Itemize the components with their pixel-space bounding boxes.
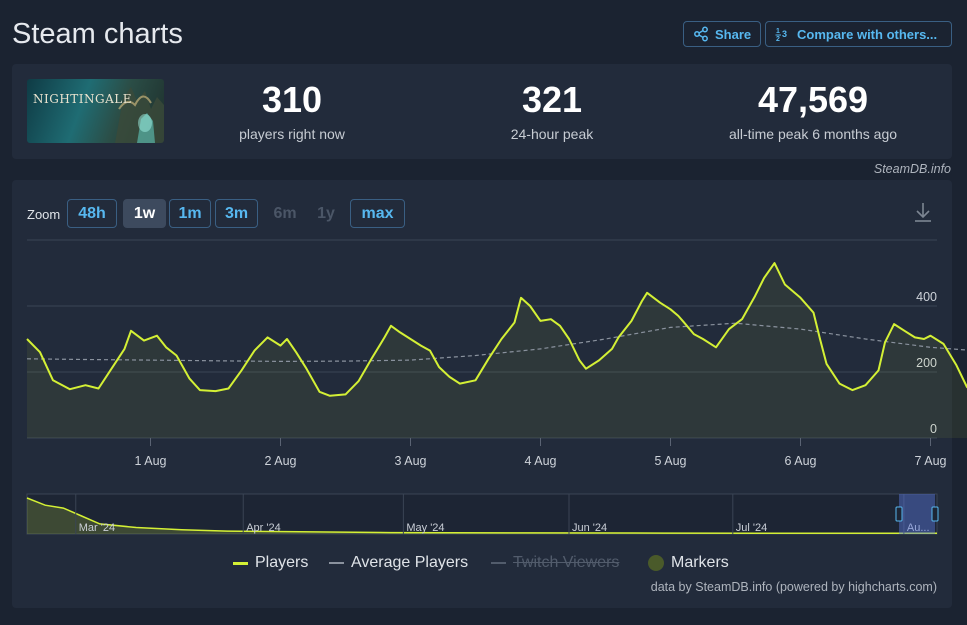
zoom-48h-button[interactable]: 48h — [67, 199, 117, 228]
y-tick-label: 0 — [930, 422, 937, 436]
stat-all-time-peak: 47,569 all-time peak 6 months ago — [707, 79, 919, 143]
compare-button[interactable]: 1 2 3 Compare with others... — [765, 21, 952, 47]
x-tick-label: 2 Aug — [265, 454, 297, 468]
navigator-selection — [899, 494, 935, 534]
stat-24h-peak: 321 24-hour peak — [477, 79, 627, 143]
average-swatch — [329, 562, 344, 564]
chart-panel — [12, 180, 952, 608]
navigator-month-label: Apr '24 — [246, 522, 281, 534]
legend-markers-label: Markers — [671, 554, 729, 571]
share-icon — [694, 26, 708, 42]
zoom-max-button[interactable]: max — [350, 199, 405, 228]
x-tick-label: 5 Aug — [655, 454, 687, 468]
share-button[interactable]: Share — [683, 21, 761, 47]
legend-average-label: Average Players — [351, 554, 469, 571]
twitch-swatch — [491, 562, 506, 564]
legend-markers[interactable]: Markers — [648, 553, 729, 573]
series-average-players — [26, 322, 967, 363]
navigator-month-label: Mar '24 — [79, 522, 115, 534]
zoom-1y-button: 1y — [317, 204, 335, 222]
steamdb-credit[interactable]: SteamDB.info — [873, 162, 951, 176]
zoom-1w-button[interactable]: 1w — [123, 199, 166, 228]
game-logo: NIGHTINGALE — [33, 92, 133, 106]
numbers-icon: 1 2 3 — [775, 28, 787, 42]
markers-swatch — [648, 555, 664, 571]
navigator-month-label: Jun '24 — [572, 522, 607, 534]
players-area — [27, 263, 967, 438]
legend-players[interactable]: Players — [233, 553, 308, 573]
stat-all-time-peak-label: all-time peak 6 months ago — [728, 126, 898, 142]
svg-text:3: 3 — [782, 29, 787, 39]
svg-text:1: 1 — [776, 28, 780, 35]
zoom-label: Zoom — [27, 207, 61, 222]
navigator-handle-left — [895, 506, 903, 522]
navigator-frame — [26, 493, 938, 535]
zoom-6m-button: 6m — [273, 204, 297, 222]
share-button-label: Share — [715, 26, 752, 42]
stat-current: 310 players right now — [217, 79, 367, 143]
stat-current-label: players right now — [239, 126, 345, 142]
stat-24h-peak-label: 24-hour peak — [510, 126, 594, 142]
series-players — [26, 262, 967, 397]
stat-all-time-peak-value: 47,569 — [757, 79, 869, 120]
download-icon[interactable] — [912, 201, 934, 223]
y-tick-label: 200 — [916, 356, 937, 370]
x-tick-label: 3 Aug — [395, 454, 427, 468]
page-title: Steam charts — [12, 18, 183, 50]
svg-text:2: 2 — [776, 36, 780, 42]
zoom-1m-button[interactable]: 1m — [169, 199, 211, 228]
navigator-month-label: May '24 — [406, 522, 444, 534]
stat-current-value: 310 — [261, 79, 323, 120]
game-capsule-image[interactable]: NIGHTINGALE — [27, 79, 164, 143]
navigator-line — [26, 497, 937, 535]
stats-panel: NIGHTINGALE 310 players right now 321 24… — [12, 64, 952, 159]
players-swatch — [233, 561, 248, 565]
zoom-3m-button[interactable]: 3m — [215, 199, 258, 228]
x-tick-label: 1 Aug — [135, 454, 167, 468]
compare-button-label: Compare with others... — [797, 26, 938, 42]
x-tick-label: 6 Aug — [785, 454, 817, 468]
legend-twitch-label: Twitch Viewers — [513, 554, 620, 571]
legend-average-players[interactable]: Average Players — [329, 553, 468, 573]
navigator-month-label: Jul '24 — [736, 522, 767, 534]
stat-24h-peak-value: 321 — [521, 79, 583, 120]
legend-twitch-viewers[interactable]: Twitch Viewers — [491, 553, 619, 573]
chart-footer-credit[interactable]: data by SteamDB.info (powered by highcha… — [650, 580, 937, 594]
legend-players-label: Players — [255, 554, 309, 571]
x-tick-label: 4 Aug — [525, 454, 557, 468]
game-art-illustration — [115, 87, 164, 143]
navigator-area — [27, 498, 937, 534]
navigator-month-label: Au... — [907, 522, 930, 534]
y-tick-label: 400 — [916, 290, 937, 304]
x-tick-label: 7 Aug — [915, 454, 947, 468]
navigator-handle-right — [931, 506, 939, 522]
